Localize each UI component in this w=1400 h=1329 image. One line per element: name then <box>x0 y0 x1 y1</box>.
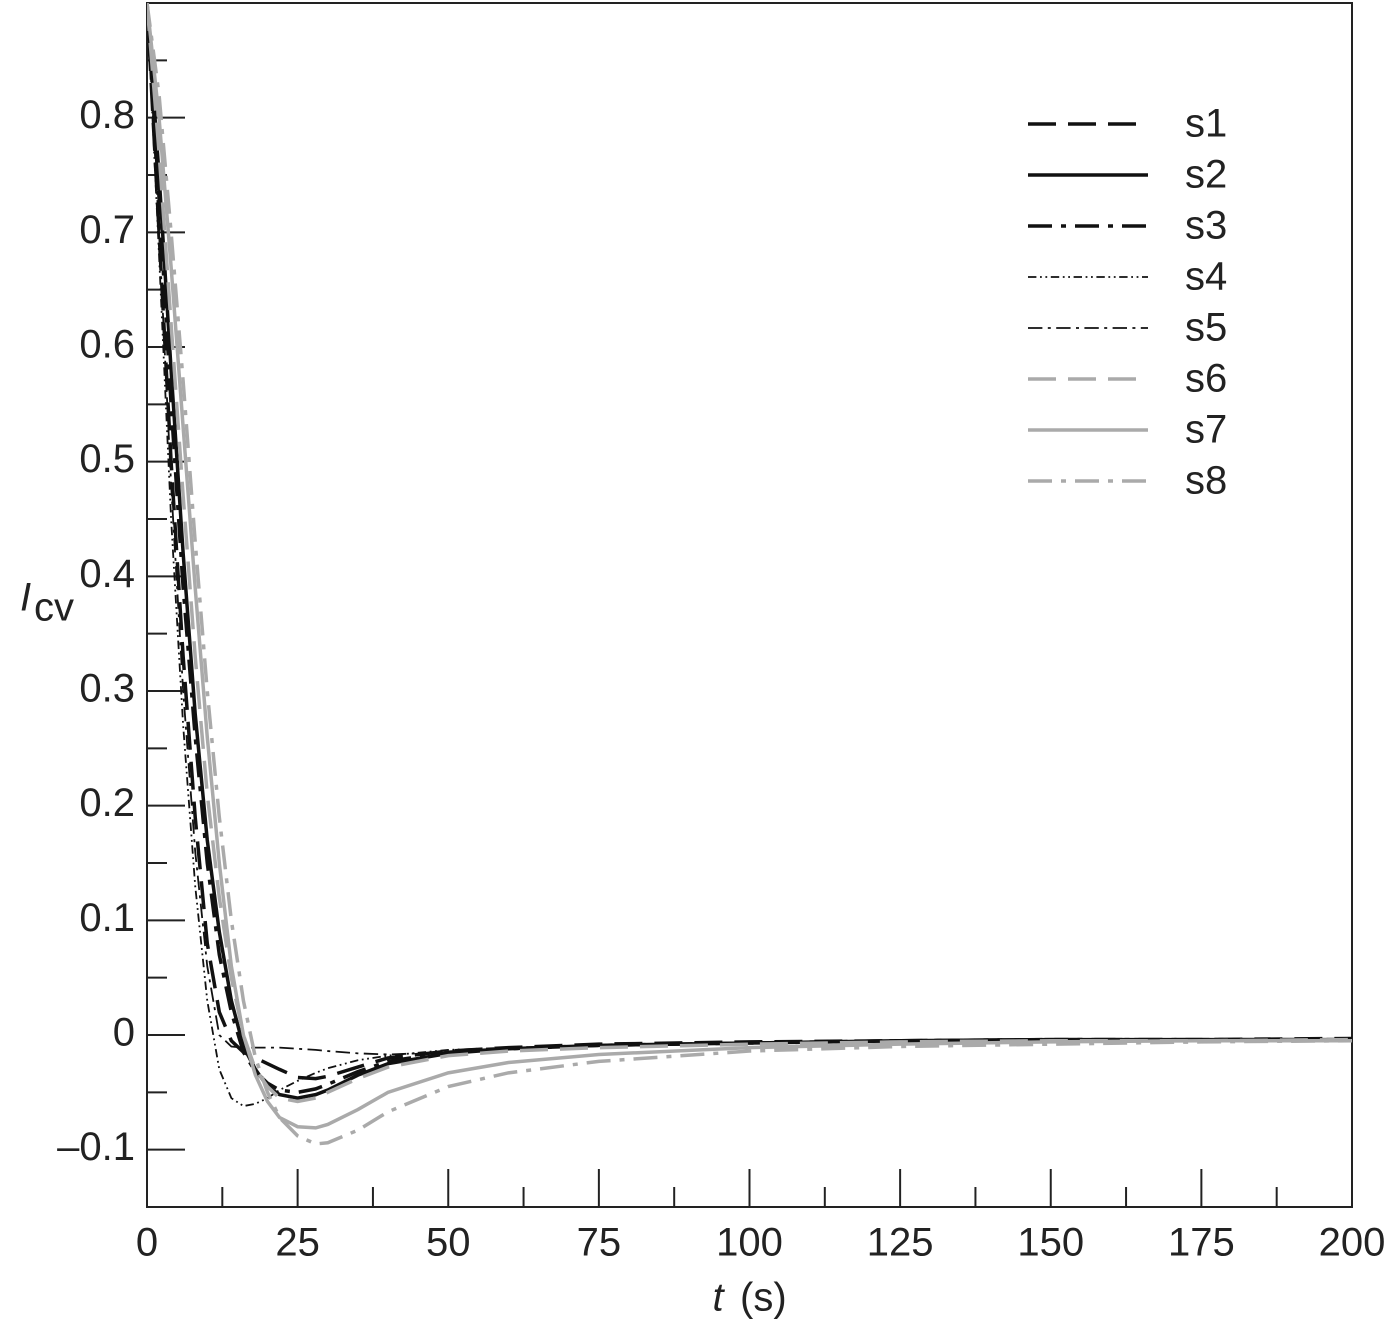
x-tick-label: 175 <box>1168 1221 1235 1265</box>
y-tick-label: 0.3 <box>79 667 135 711</box>
y-tick-label: 0.1 <box>79 896 135 940</box>
x-tick-label: 150 <box>1017 1221 1084 1265</box>
legend-label: s7 <box>1185 408 1227 452</box>
series-line <box>147 3 1352 1108</box>
x-tick-label: 100 <box>716 1221 783 1265</box>
series-line <box>147 3 1352 1081</box>
y-tick-label: 0.5 <box>79 437 135 481</box>
legend-label: s1 <box>1185 102 1227 146</box>
y-tick-label: 0.4 <box>79 552 135 596</box>
y-tick-label: 0.6 <box>79 323 135 367</box>
x-tick-label: 0 <box>136 1221 158 1265</box>
x-tick-label: 200 <box>1319 1221 1386 1265</box>
series-line <box>147 3 1352 1100</box>
legend-label: s2 <box>1185 153 1227 197</box>
y-axis-label: I <box>20 576 31 620</box>
y-axis-label-subscript: cv <box>34 586 74 630</box>
x-tick-label: 75 <box>577 1221 622 1265</box>
legend-label: s5 <box>1185 306 1227 350</box>
legend-label: s8 <box>1185 459 1227 503</box>
x-tick-label: 125 <box>867 1221 934 1265</box>
x-axis-label-unit: (s) <box>740 1276 787 1320</box>
legend-label: s3 <box>1185 204 1227 248</box>
series-line <box>147 3 1352 1095</box>
y-tick-label: 0 <box>113 1011 135 1055</box>
x-tick-label: 25 <box>275 1221 320 1265</box>
y-tick-label: 0.7 <box>79 208 135 252</box>
x-tick-label: 50 <box>426 1221 471 1265</box>
legend-label: s6 <box>1185 357 1227 401</box>
series-line <box>147 3 1352 1056</box>
series-line <box>147 3 1352 1146</box>
y-tick-label: 0.2 <box>79 781 135 825</box>
y-tick-label: –0.1 <box>57 1125 135 1169</box>
x-axis-label: t <box>712 1276 725 1320</box>
series-line <box>147 3 1352 1130</box>
plot-frame <box>146 2 1353 1208</box>
y-tick-label: 0.8 <box>79 93 135 137</box>
legend-label: s4 <box>1185 255 1227 299</box>
series-line <box>147 3 1352 1104</box>
